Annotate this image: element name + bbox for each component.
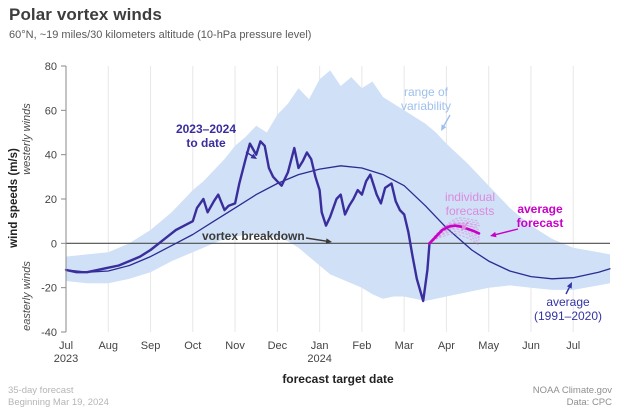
svg-text:Jul: Jul <box>59 340 73 352</box>
svg-text:May: May <box>478 340 499 352</box>
footer-source-data: Data: CPC <box>566 397 612 408</box>
svg-text:20: 20 <box>45 194 57 206</box>
annotation-text: 2023–2024 <box>175 122 237 136</box>
svg-text:Dec: Dec <box>268 340 288 352</box>
annotation-2023-2024-to-date: 2023–2024 to date <box>158 122 254 150</box>
annotation-text: forecasts <box>445 204 495 218</box>
footer-source-brand: NOAA Climate.gov <box>532 385 612 396</box>
svg-text:2023: 2023 <box>54 353 78 365</box>
annotation-text: individual <box>444 190 496 204</box>
annotation-arrows <box>245 114 572 295</box>
page-title: Polar vortex winds <box>9 5 162 24</box>
svg-text:-20: -20 <box>41 283 57 295</box>
annotation-vortex-breakdown: vortex breakdown <box>202 229 305 243</box>
svg-text:Jul: Jul <box>566 340 580 352</box>
annotation-text: (1991–2020) <box>533 309 603 323</box>
annotation-text: range of <box>403 85 449 99</box>
climatology-line <box>65 165 611 280</box>
annotation-text: vortex breakdown <box>202 229 305 243</box>
annotation-average-forecast: average forecast <box>508 202 572 230</box>
svg-text:Aug: Aug <box>98 340 118 352</box>
annotation-text: to date <box>186 136 226 150</box>
annotation-text: average <box>546 295 590 309</box>
page-subtitle: 60°N, ~19 miles/30 kilometers altitude (… <box>9 29 312 41</box>
footer-forecast-note-line2: Beginning Mar 19, 2024 <box>8 397 109 408</box>
annotation-text: average <box>517 202 563 216</box>
x-axis-title: forecast target date <box>282 372 394 386</box>
annotation-average-1991-2020: average (1991–2020) <box>528 295 608 323</box>
observed-line <box>64 140 431 303</box>
svg-text:-40: -40 <box>41 327 57 339</box>
annotation-text: variability <box>400 99 451 113</box>
average-forecast-line <box>428 224 481 245</box>
svg-text:80: 80 <box>45 61 57 73</box>
annotation-text: forecast <box>516 216 564 230</box>
svg-text:Mar: Mar <box>395 340 414 352</box>
svg-text:60: 60 <box>45 105 57 117</box>
svg-text:Oct: Oct <box>184 340 201 352</box>
svg-text:Jan: Jan <box>311 340 329 352</box>
annotation-individual-forecasts: individual forecasts <box>432 190 508 218</box>
svg-text:40: 40 <box>45 150 57 162</box>
svg-text:Nov: Nov <box>225 340 245 352</box>
svg-text:Jun: Jun <box>522 340 540 352</box>
variability-band <box>66 70 610 302</box>
svg-text:Apr: Apr <box>438 340 455 352</box>
y-axis: 80 60 40 20 0 -20 -40 <box>41 61 67 339</box>
svg-text:0: 0 <box>51 238 57 250</box>
annotation-range-of-variability: range of variability <box>390 85 462 113</box>
svg-text:Sep: Sep <box>141 340 161 352</box>
svg-text:Feb: Feb <box>352 340 371 352</box>
svg-text:2024: 2024 <box>307 353 331 365</box>
footer-forecast-note-line1: 35-day forecast <box>8 385 74 396</box>
